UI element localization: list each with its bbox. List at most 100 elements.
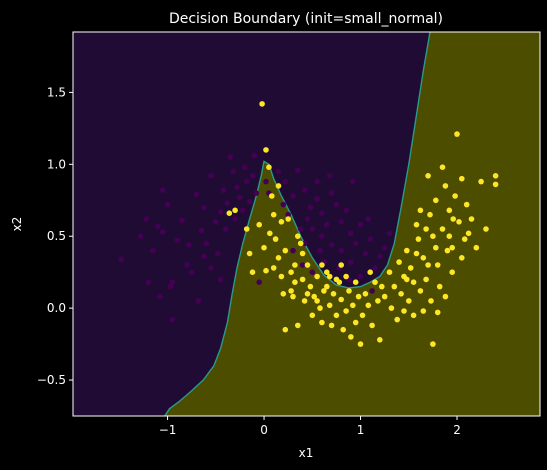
class1-point (243, 226, 250, 232)
class1-point (410, 279, 417, 286)
class1-point (288, 288, 294, 294)
y-axis-label: x2 (10, 217, 24, 232)
class1-point (452, 193, 458, 199)
class1-point (256, 221, 263, 228)
class1-point (340, 326, 347, 333)
class1-point (404, 247, 410, 254)
class1-point (375, 298, 381, 304)
class1-point (348, 334, 354, 340)
class1-point (473, 244, 480, 251)
class1-point (461, 236, 468, 242)
class0-point (372, 265, 378, 271)
class0-point (224, 200, 231, 206)
class0-point (159, 229, 166, 235)
class1-point (410, 312, 417, 319)
class0-point (227, 154, 234, 160)
class1-point (352, 279, 359, 286)
class1-point (295, 233, 301, 239)
class1-point (425, 262, 431, 268)
class1-point (388, 305, 395, 311)
class0-point (381, 244, 388, 251)
class1-point (261, 244, 267, 251)
class0-point (314, 196, 320, 202)
class1-point (406, 298, 412, 304)
class0-point (164, 201, 171, 208)
class1-point (292, 279, 298, 286)
class0-point (295, 167, 301, 173)
class0-point (208, 173, 214, 179)
class0-point (309, 269, 316, 276)
class0-point (256, 279, 263, 286)
class0-point (301, 187, 308, 193)
class1-point (338, 262, 345, 268)
class0-point (186, 242, 192, 248)
class1-point (328, 322, 335, 329)
x-tick-label: 1 (357, 423, 365, 437)
class0-point (169, 279, 176, 286)
class0-point (188, 269, 195, 276)
class0-point (328, 242, 335, 248)
class0-point (333, 201, 340, 208)
class1-point (369, 322, 375, 329)
class1-point (285, 216, 292, 222)
region-class1 (164, 32, 540, 416)
class1-point (446, 207, 453, 214)
x-axis-label: x1 (299, 446, 314, 460)
y-tick-label: 0.5 (47, 229, 66, 243)
class0-point (243, 178, 250, 185)
class1-point (413, 250, 420, 257)
class1-point (350, 302, 356, 309)
class0-point (324, 221, 330, 228)
class1-point (343, 273, 349, 280)
class1-point (338, 296, 345, 303)
class1-point (292, 262, 298, 268)
class0-point (240, 207, 246, 214)
class1-point (434, 309, 441, 316)
class0-point (143, 216, 150, 222)
class0-point (157, 293, 163, 300)
class0-point (386, 230, 393, 237)
class0-point (169, 316, 176, 323)
class1-point (478, 178, 484, 185)
class0-point (198, 227, 205, 234)
class0-point (118, 256, 124, 263)
class1-point (301, 298, 308, 304)
class0-point (230, 168, 236, 175)
class1-point (420, 308, 427, 314)
class1-point (309, 312, 316, 319)
class1-point (394, 316, 401, 323)
class0-point (362, 250, 369, 257)
class1-point (459, 254, 465, 261)
class1-point (263, 147, 269, 153)
class1-point (401, 308, 407, 314)
class1-point (333, 312, 340, 319)
class1-point (326, 273, 333, 280)
class0-point (319, 210, 325, 216)
class0-point (290, 193, 296, 199)
class1-point (423, 226, 429, 232)
class1-point (439, 226, 446, 232)
class1-point (357, 341, 364, 347)
class1-point (278, 273, 285, 280)
class0-point (249, 173, 256, 179)
class0-point (232, 216, 238, 222)
class1-point (319, 262, 325, 268)
y-tick-label: −0.5 (37, 373, 66, 387)
class1-point (330, 291, 337, 297)
class0-point (159, 187, 166, 193)
class0-point (309, 226, 316, 232)
class1-point (436, 283, 443, 290)
class0-point (155, 223, 161, 229)
class1-point (404, 276, 410, 283)
class1-point (446, 233, 453, 239)
class0-point (357, 221, 364, 228)
class0-point (348, 230, 354, 237)
class1-point (307, 283, 314, 290)
class0-point (201, 204, 207, 211)
x-tick-label: −1 (159, 423, 177, 437)
class0-point (299, 262, 306, 268)
y-tick-label: 1.0 (47, 157, 66, 171)
y-tick-label: 1.5 (47, 85, 66, 99)
class1-point (259, 101, 265, 107)
